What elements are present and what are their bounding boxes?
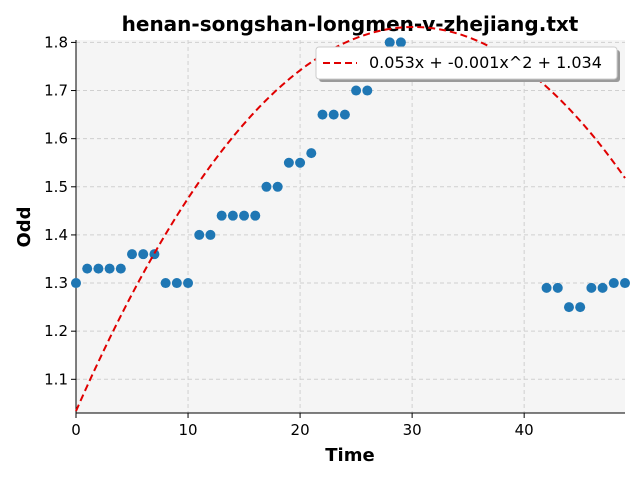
data-point <box>586 282 597 293</box>
data-point <box>541 282 552 293</box>
x-tick-label: 0 <box>71 421 81 439</box>
y-tick-label: 1.6 <box>44 130 68 148</box>
data-point <box>597 282 608 293</box>
x-tick-label: 20 <box>291 421 310 439</box>
data-point <box>250 210 261 221</box>
data-point <box>351 85 362 96</box>
data-point <box>194 229 205 240</box>
y-ticks: 1.1 1.2 1.3 1.4 1.5 1.6 1.7 1.8 <box>44 33 76 388</box>
scatter-points <box>71 37 630 313</box>
data-point <box>104 263 115 274</box>
data-point <box>362 85 373 96</box>
x-axis-label: Time <box>325 445 374 466</box>
data-point <box>82 263 93 274</box>
data-point <box>183 278 194 289</box>
x-tick-label: 30 <box>403 421 422 439</box>
y-tick-label: 1.8 <box>44 33 68 51</box>
data-point <box>306 148 317 159</box>
data-point <box>608 278 619 289</box>
data-point <box>395 37 406 48</box>
data-point <box>171 278 182 289</box>
data-point <box>283 157 294 168</box>
y-tick-label: 1.3 <box>44 274 68 292</box>
data-point <box>384 37 395 48</box>
data-point <box>328 109 339 120</box>
y-tick-label: 1.2 <box>44 322 68 340</box>
data-point <box>71 278 81 289</box>
x-tick-label: 40 <box>515 421 534 439</box>
data-point <box>272 181 283 192</box>
plot-area <box>76 40 625 413</box>
data-point <box>160 278 171 289</box>
chart-title: henan-songshan-longmen-v-zhejiang.txt <box>122 12 579 36</box>
y-tick-label: 1.4 <box>44 226 68 244</box>
data-point <box>115 263 126 274</box>
y-axis-label: Odd <box>14 206 35 247</box>
data-point <box>552 282 563 293</box>
data-point <box>127 249 138 260</box>
grid <box>75 40 625 413</box>
data-point <box>563 302 574 313</box>
data-point <box>93 263 104 274</box>
legend: 0.053x + -0.001x^2 + 1.034 <box>315 46 620 82</box>
data-point <box>205 229 216 240</box>
data-point <box>620 278 630 289</box>
data-point <box>138 249 149 260</box>
x-ticks: 0 10 20 30 40 <box>71 413 534 439</box>
axes <box>75 40 625 414</box>
legend-box <box>315 46 618 80</box>
y-tick-label: 1.7 <box>44 82 68 100</box>
x-tick-label: 10 <box>178 421 197 439</box>
data-point <box>575 302 586 313</box>
y-tick-label: 1.5 <box>44 178 68 196</box>
fit-curve <box>75 25 626 412</box>
data-point <box>239 210 250 221</box>
data-point <box>339 109 350 120</box>
legend-fit-label: 0.053x + -0.001x^2 + 1.034 <box>369 53 602 72</box>
y-tick-label: 1.1 <box>44 370 68 388</box>
data-point <box>295 157 306 168</box>
data-point <box>216 210 227 221</box>
data-point <box>317 109 328 120</box>
data-point <box>149 249 160 260</box>
data-point <box>227 210 238 221</box>
data-point <box>261 181 272 192</box>
